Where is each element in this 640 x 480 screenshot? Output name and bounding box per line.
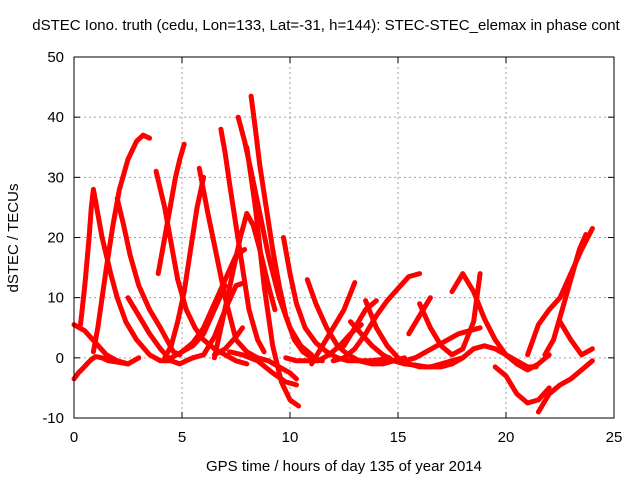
series-line-9 xyxy=(162,174,207,361)
series-line-37 xyxy=(542,232,589,358)
y-tick-label: -10 xyxy=(42,410,64,427)
y-tick-label: 20 xyxy=(47,230,64,247)
y-tick-label: 40 xyxy=(47,109,64,126)
series-line-3 xyxy=(71,322,142,367)
tick-labels: 0 5 10 15 20 25 -10 0 10 20 30 40 50 xyxy=(42,49,622,446)
series-line-33 xyxy=(449,271,552,373)
ticks xyxy=(73,56,615,419)
series-line-36 xyxy=(535,358,595,415)
series-line-38 xyxy=(557,319,595,358)
series-line-26 xyxy=(341,298,379,349)
x-tick-label: 20 xyxy=(498,429,515,446)
series-line-16 xyxy=(211,325,245,358)
series-line-34 xyxy=(492,364,552,406)
x-tick-label: 15 xyxy=(390,429,407,446)
series-line-30 xyxy=(406,295,433,337)
series-line-24 xyxy=(309,280,358,367)
series-layer xyxy=(71,93,595,415)
y-tick-label: 10 xyxy=(47,290,64,307)
chart-title: dSTEC Iono. truth (cedu, Lon=133, Lat=-3… xyxy=(32,17,620,34)
y-tick-label: 0 xyxy=(56,350,64,367)
series-line-32 xyxy=(427,343,539,370)
x-axis-label: GPS time / hours of day 135 of year 2014 xyxy=(206,458,482,475)
series-line-7 xyxy=(153,168,250,367)
series-line-19 xyxy=(248,93,325,364)
series-line-17 xyxy=(227,349,299,388)
x-tick-label: 10 xyxy=(282,429,299,446)
series-line-23 xyxy=(304,277,407,367)
y-tick-label: 30 xyxy=(47,169,64,186)
x-tick-label: 0 xyxy=(70,429,78,446)
grid xyxy=(74,57,614,418)
series-line-20 xyxy=(244,144,302,409)
series-line-4 xyxy=(90,132,153,355)
series-line-8 xyxy=(155,141,187,277)
y-axis-label: dSTEC / TECUs xyxy=(5,184,22,293)
series-line-12 xyxy=(196,165,299,382)
series-line-28 xyxy=(363,298,466,370)
x-tick-label: 25 xyxy=(606,429,623,446)
series-line-1 xyxy=(71,354,131,382)
series-line-25 xyxy=(330,271,423,364)
x-tick-label: 5 xyxy=(178,429,186,446)
series-line-31 xyxy=(417,271,483,358)
y-tick-label: 50 xyxy=(47,49,64,66)
series-line-11 xyxy=(179,283,228,355)
